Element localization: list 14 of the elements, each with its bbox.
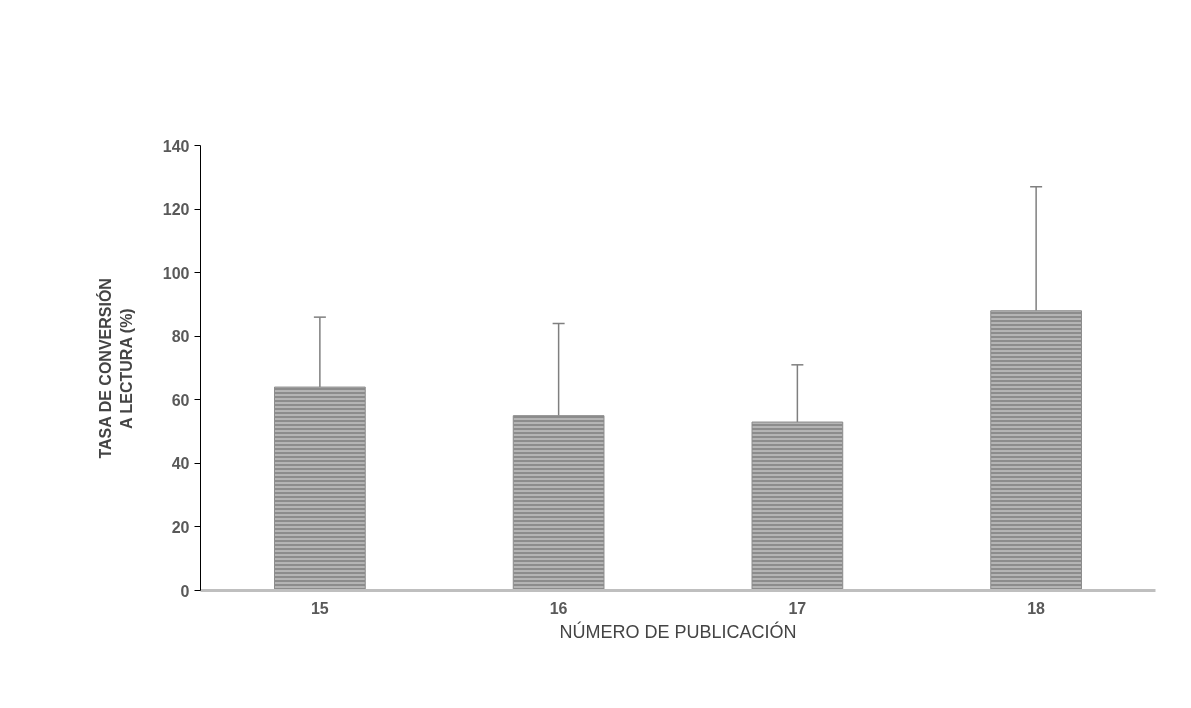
- x-tick-label: 17: [788, 599, 807, 617]
- y-tick-label: 120: [162, 201, 190, 219]
- x-tick-label: 18: [1027, 599, 1046, 617]
- x-axis-title: NÚMERO DE PUBLICACIÓN: [559, 620, 797, 642]
- y-tick-label: 100: [162, 264, 190, 282]
- y-tick-label: 20: [171, 518, 190, 536]
- y-tick-label: 60: [171, 391, 190, 409]
- y-tick-label: 80: [171, 328, 190, 346]
- y-tick-label: 0: [180, 582, 190, 600]
- x-tick-label: 16: [549, 599, 568, 617]
- y-tick-label: 140: [162, 137, 190, 155]
- y-tick-label: 40: [171, 455, 190, 473]
- x-tick-label: 15: [310, 599, 329, 617]
- y-axis-title: TASA DE CONVERSIÓN A LECTURA (%): [96, 278, 135, 459]
